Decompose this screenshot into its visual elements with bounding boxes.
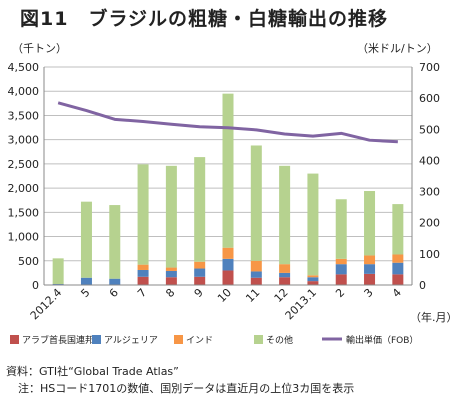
legend-label: 輸出単価（FOB） bbox=[346, 334, 418, 346]
legend-swatch bbox=[10, 335, 19, 344]
bar-segment bbox=[335, 264, 347, 275]
bar-segment bbox=[137, 276, 149, 285]
bar-segment bbox=[194, 276, 206, 285]
bar-segment bbox=[165, 270, 177, 278]
x-tick-label: 12 bbox=[272, 286, 291, 305]
bar-segment bbox=[109, 278, 121, 285]
bar-segment bbox=[392, 262, 404, 275]
bar-segment bbox=[250, 145, 262, 261]
bar-segment bbox=[335, 199, 347, 259]
left-tick-label: 1,500 bbox=[8, 206, 40, 219]
bar-segment bbox=[364, 264, 376, 274]
x-tick-label: 5 bbox=[78, 286, 92, 300]
bar-segment bbox=[392, 254, 404, 263]
legend-label: アルジェリア bbox=[104, 336, 158, 346]
bar-segment bbox=[194, 157, 206, 262]
legend: アラブ首長国連邦 アルジェリア インド その他 輸出単価（FOB） bbox=[10, 334, 418, 346]
x-tick-label: 9 bbox=[192, 286, 206, 300]
bar-segment bbox=[165, 267, 177, 271]
bar-segment bbox=[194, 268, 206, 277]
bar-segment bbox=[250, 277, 262, 285]
x-tick-label: 11 bbox=[243, 286, 262, 305]
left-tick-label: 2,000 bbox=[8, 182, 40, 195]
bar-segment bbox=[222, 258, 234, 271]
bar-segment bbox=[250, 260, 262, 272]
bar-segment bbox=[364, 255, 376, 265]
bar-segment bbox=[250, 271, 262, 278]
right-tick-label: 600 bbox=[419, 92, 440, 105]
x-axis-unit: （年.月） bbox=[410, 310, 453, 324]
price-line-path bbox=[57, 101, 398, 144]
left-tick-label: 4,000 bbox=[8, 85, 40, 98]
bar-segment bbox=[307, 275, 319, 278]
bar-segment bbox=[364, 191, 376, 256]
left-tick-label: 1,000 bbox=[8, 231, 40, 244]
left-tick-label: 2,500 bbox=[8, 158, 40, 171]
chart-area: 0 500 1,000 1,500 2,000 2,500 3,000 3,500 4,000 4… bbox=[8, 61, 453, 346]
legend-swatch bbox=[254, 335, 263, 344]
bar-segment bbox=[137, 264, 149, 270]
bar-segment bbox=[392, 274, 404, 285]
x-tick-label: 8 bbox=[163, 286, 177, 300]
right-tick-label: 100 bbox=[419, 248, 440, 261]
bar-segment bbox=[307, 281, 319, 285]
bar-segment bbox=[137, 164, 149, 265]
legend-label: その他 bbox=[266, 334, 293, 346]
x-tick-label: 4 bbox=[390, 286, 404, 300]
chart-title: 図11 ブラジルの粗糖・白糖輸出の推移 bbox=[20, 8, 389, 30]
bar-segment bbox=[52, 258, 64, 285]
bar-segment bbox=[222, 93, 234, 248]
bar-segment bbox=[165, 165, 177, 268]
right-tick-label: 700 bbox=[419, 61, 440, 74]
right-tick-label: 0 bbox=[419, 279, 426, 292]
price-line bbox=[57, 101, 398, 144]
x-tick-label: 6 bbox=[107, 286, 121, 300]
bar-segment bbox=[392, 204, 404, 255]
bar-segment bbox=[80, 277, 92, 285]
legend-label: インド bbox=[186, 336, 213, 346]
bar-segment bbox=[222, 247, 234, 259]
right-axis-unit: （米ドル/トン） bbox=[357, 42, 438, 55]
bar-segment bbox=[364, 273, 376, 285]
left-tick-label: 3,500 bbox=[8, 109, 40, 122]
source-note: 資料：GTI社“Global Trade Atlas” bbox=[6, 365, 179, 378]
bar-segment bbox=[279, 272, 291, 278]
bar-segment bbox=[279, 277, 291, 285]
legend-swatch bbox=[174, 335, 183, 344]
bar-segment bbox=[279, 165, 291, 265]
bar-segment bbox=[279, 264, 291, 273]
right-tick-label: 300 bbox=[419, 186, 440, 199]
bars bbox=[52, 93, 404, 285]
x-tick-label: 3 bbox=[362, 286, 376, 300]
right-tick-label: 400 bbox=[419, 154, 440, 167]
left-tick-label: 500 bbox=[18, 255, 39, 268]
bar-segment bbox=[335, 274, 347, 285]
right-tick-label: 200 bbox=[419, 217, 440, 230]
x-tick-label: 10 bbox=[215, 286, 234, 305]
x-tick-label: 7 bbox=[135, 286, 149, 300]
left-tick-label: 0 bbox=[32, 279, 39, 292]
legend-swatch bbox=[92, 335, 101, 344]
legend-label: アラブ首長国連邦 bbox=[22, 334, 94, 346]
right-tick-label: 500 bbox=[419, 123, 440, 136]
bar-segment bbox=[222, 270, 234, 285]
left-axis-unit: （千トン） bbox=[12, 42, 67, 55]
bar-segment bbox=[109, 205, 121, 279]
bar-segment bbox=[165, 277, 177, 285]
bar-segment bbox=[335, 258, 347, 265]
x-tick-label: 2 bbox=[333, 286, 347, 300]
bar-segment bbox=[80, 201, 92, 278]
bar-segment bbox=[137, 269, 149, 277]
x-tick-label: 2013.1 bbox=[283, 286, 319, 322]
bar-segment bbox=[194, 261, 206, 269]
bar-segment bbox=[307, 173, 319, 276]
left-tick-label: 3,000 bbox=[8, 134, 40, 147]
footnote: 注：HSコード1701の数値、国別データは直近月の上位3カ国を表示 bbox=[18, 382, 355, 395]
bar-segment bbox=[307, 277, 319, 282]
left-tick-label: 4,500 bbox=[8, 61, 40, 74]
